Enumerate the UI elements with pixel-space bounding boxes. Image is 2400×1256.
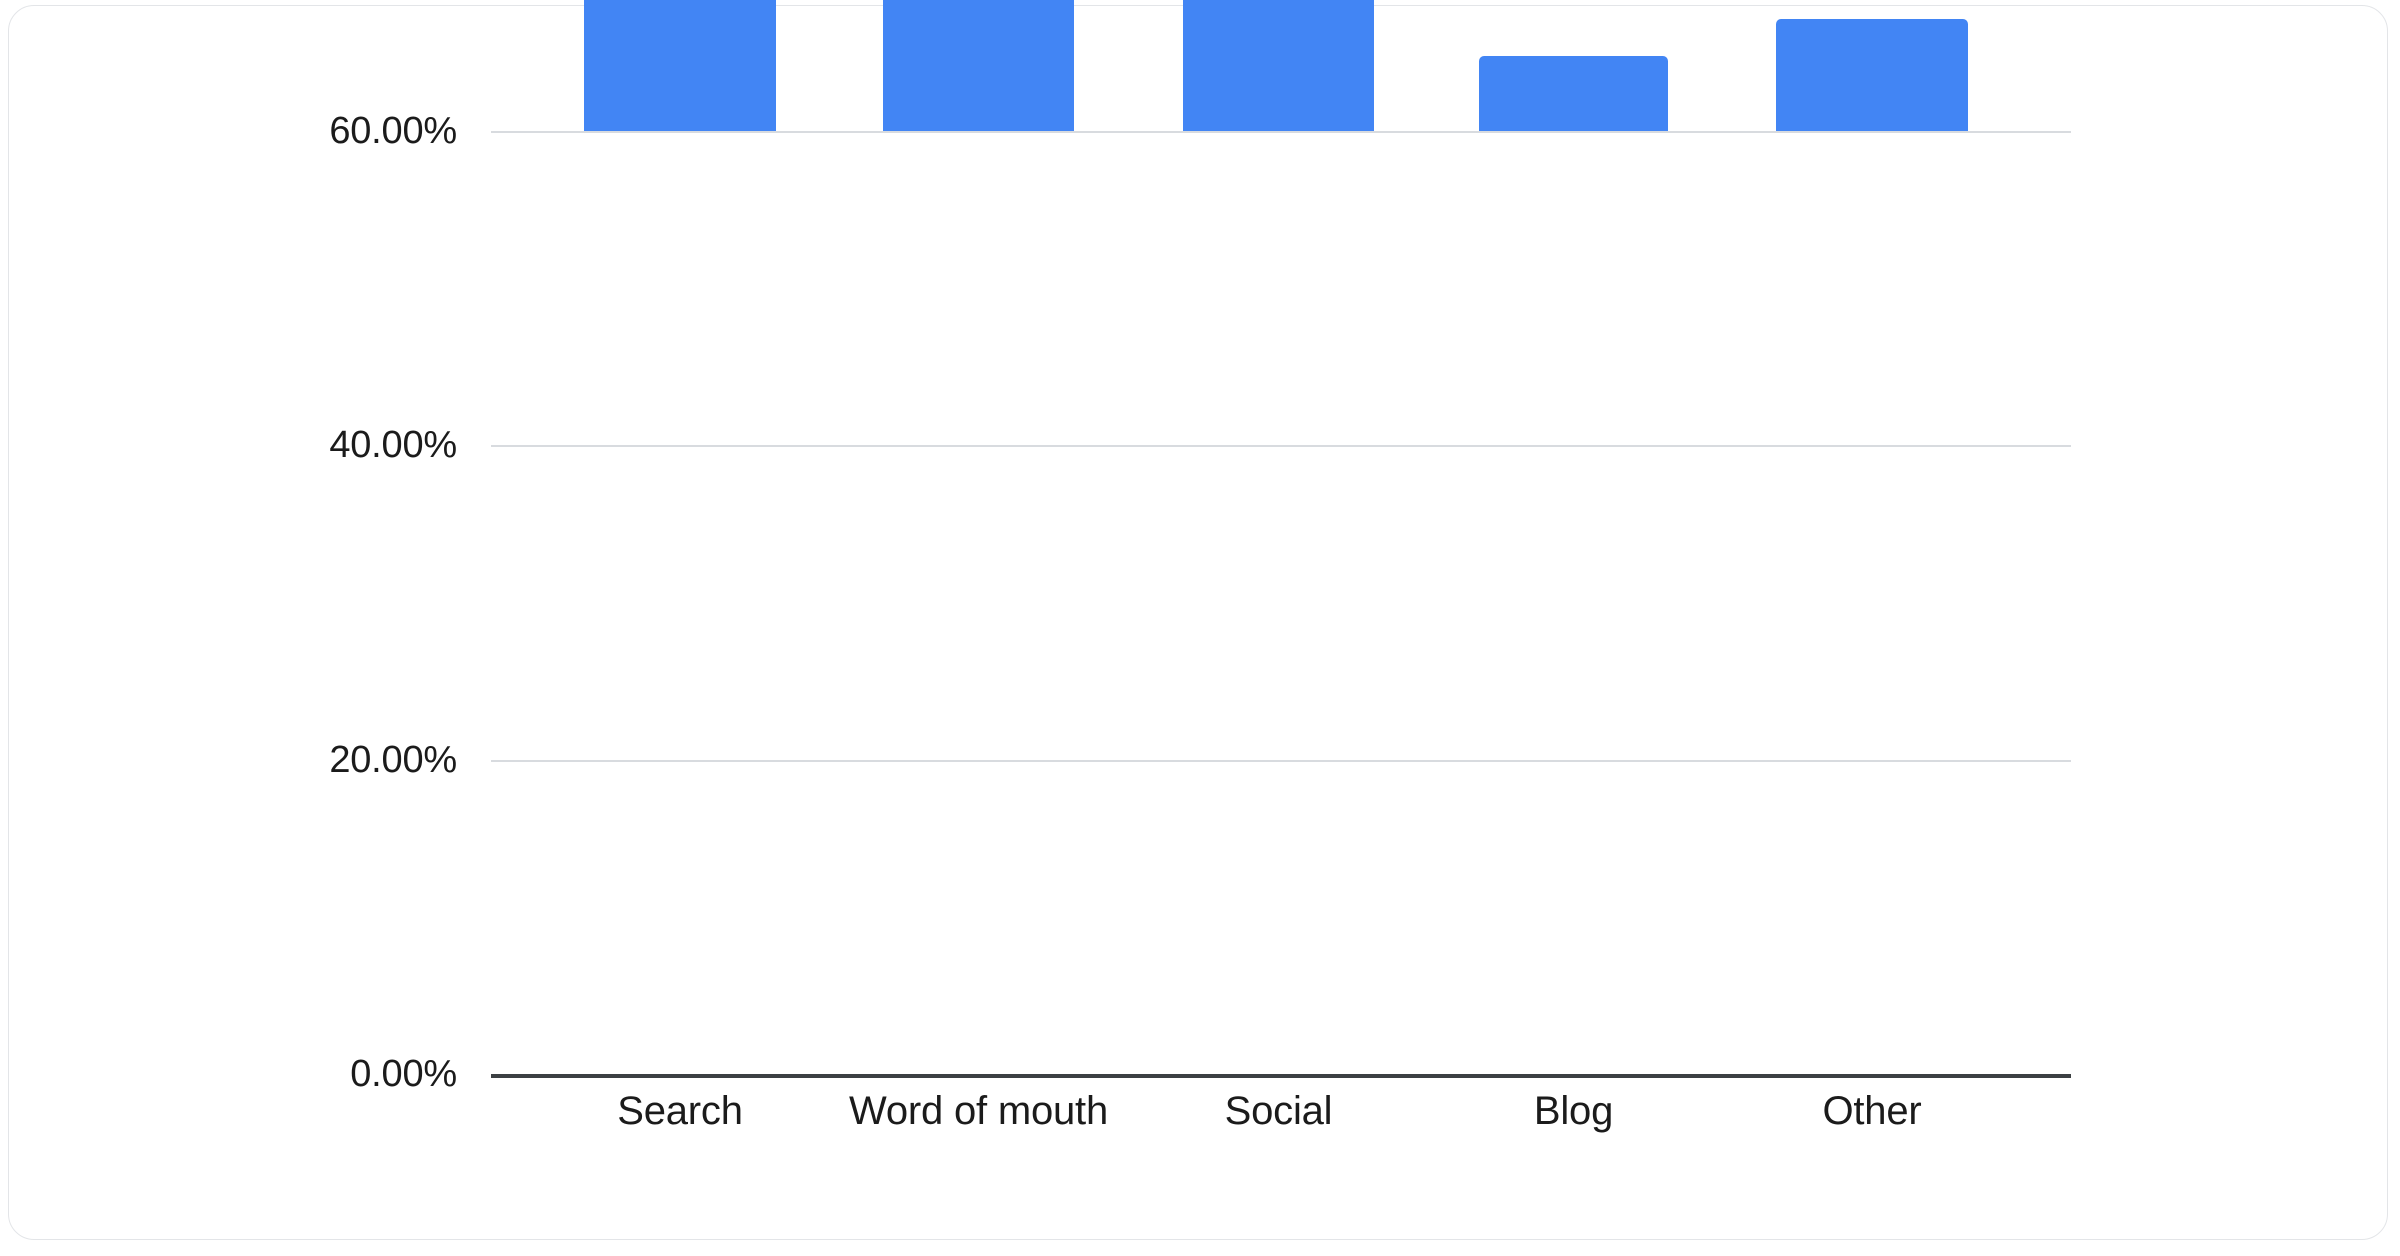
y-tick-label-60: 60.00%: [329, 110, 457, 152]
x-axis-line: [491, 1074, 2071, 1078]
plot-area: 60.00% 40.00% 20.00% 0.00% Search Word o…: [329, 0, 2071, 1131]
bar-word-of-mouth[interactable]: [883, 0, 1074, 131]
bar-search[interactable]: [584, 0, 776, 131]
x-tick-label-blog: Blog: [1533, 1089, 1614, 1133]
chart-card: 60.00% 40.00% 20.00% 0.00% Search Word o…: [8, 0, 2388, 1240]
x-tick-label-word-of-mouth: Word of mouth: [848, 1089, 1109, 1133]
x-tick-label-other: Other: [1822, 1089, 1922, 1133]
bar-blog[interactable]: [1479, 55, 1668, 131]
y-tick-label-20: 20.00%: [329, 738, 457, 781]
x-tick-label-social: Social: [1224, 1089, 1333, 1133]
gridline-40: [491, 445, 2071, 448]
bar-social[interactable]: [1183, 0, 1374, 131]
bar-other[interactable]: [1776, 19, 1968, 131]
y-tick-label-40: 40.00%: [329, 424, 457, 467]
x-tick-label-search: Search: [617, 1089, 743, 1133]
y-tick-label-0: 0.00%: [350, 1053, 457, 1095]
gridline-20: [491, 759, 2071, 762]
gridline-60: [491, 131, 2071, 133]
